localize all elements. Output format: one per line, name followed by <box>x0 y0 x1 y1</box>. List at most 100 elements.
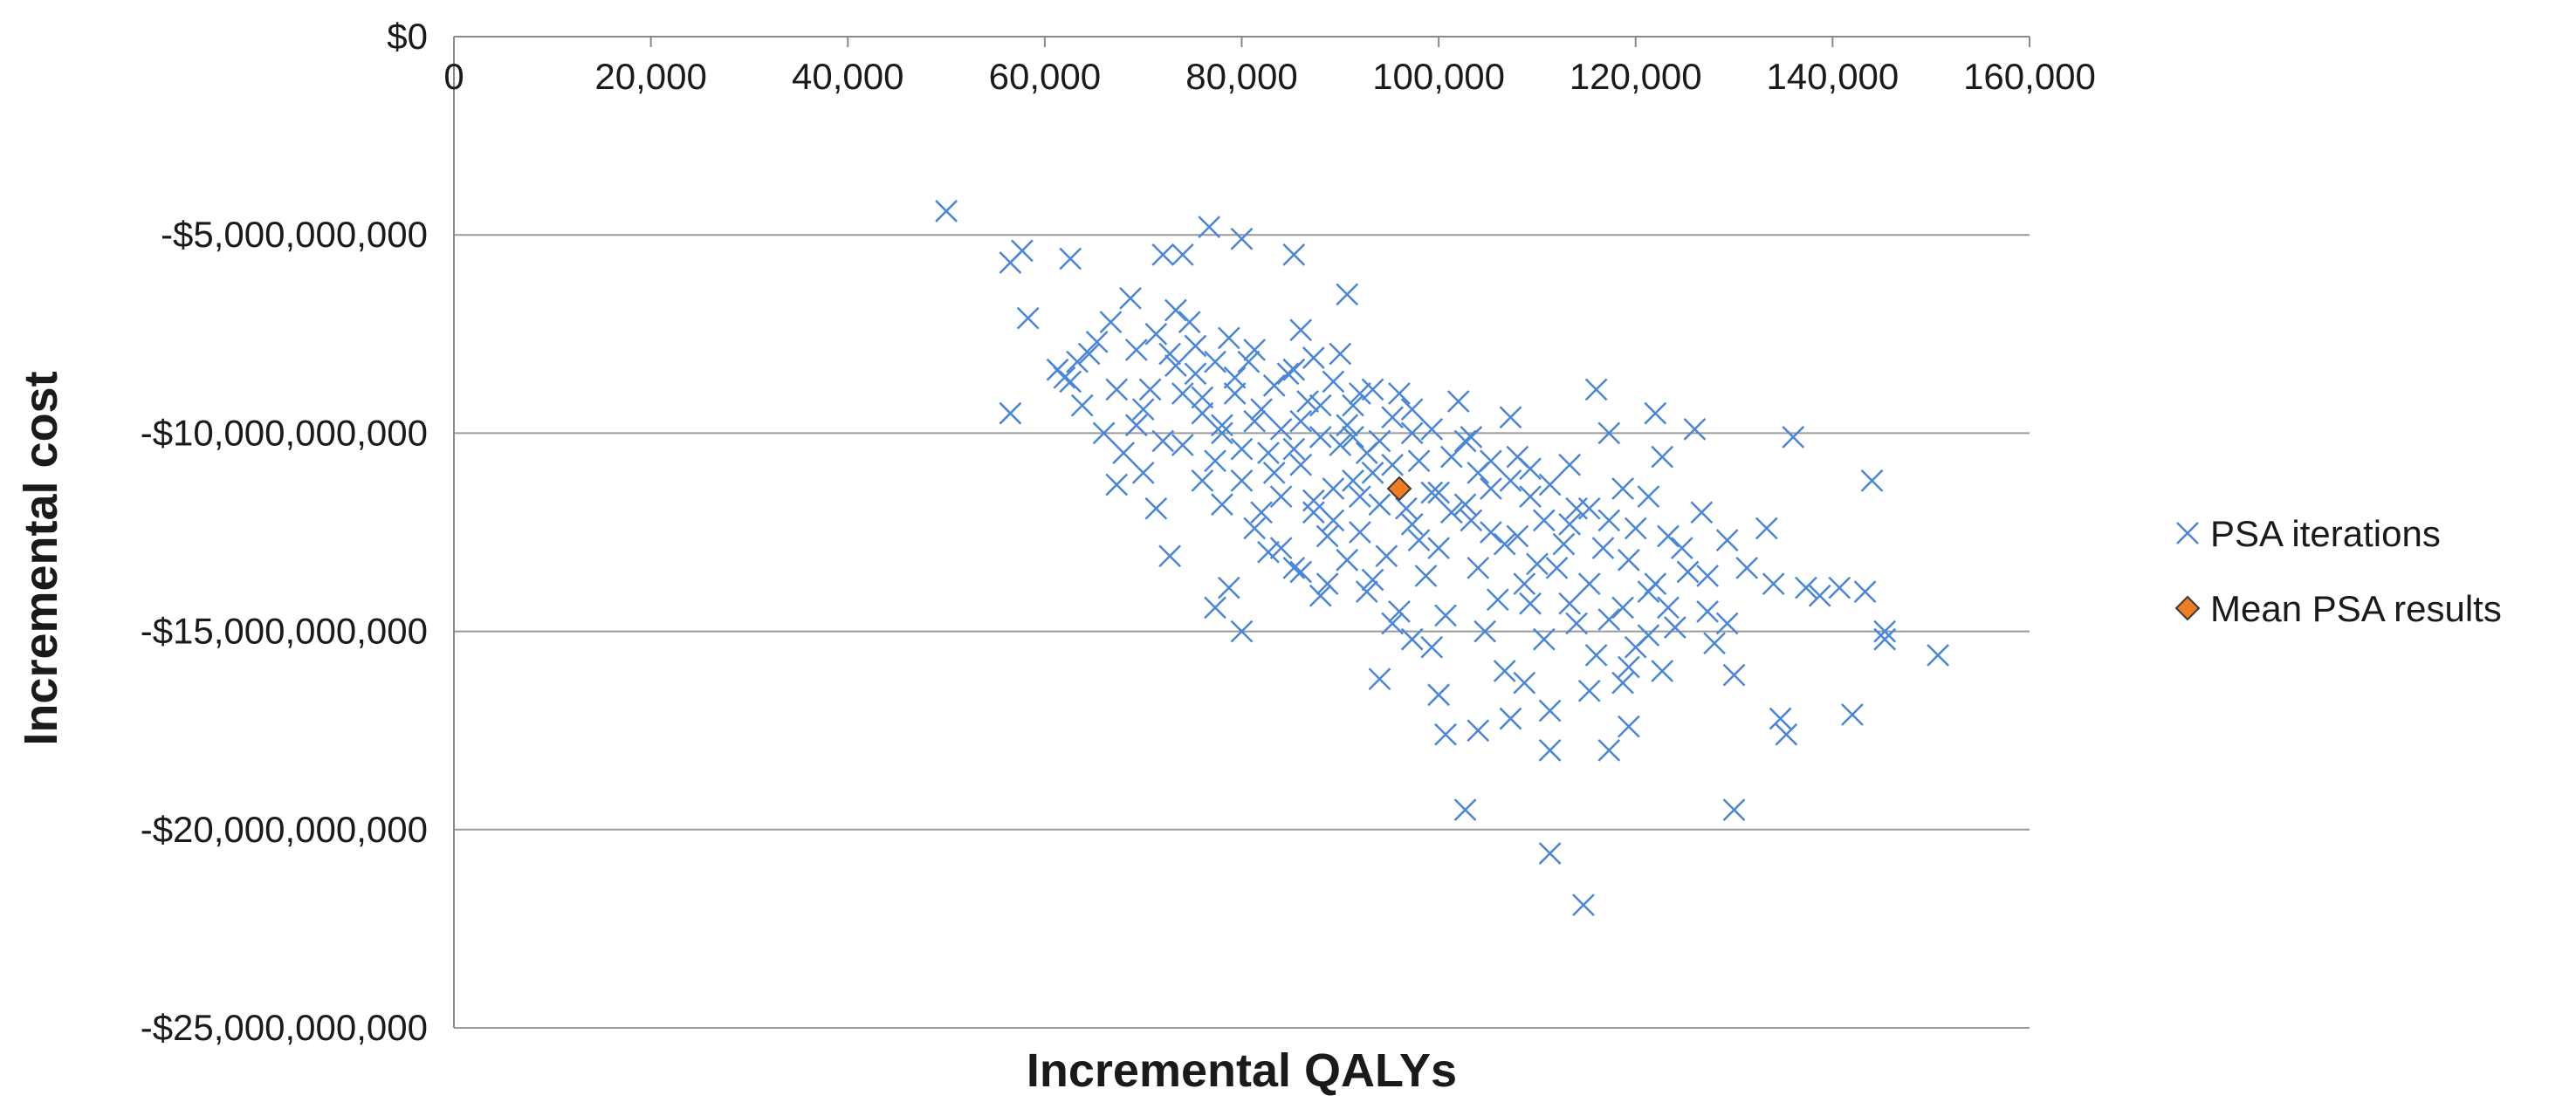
psa-iteration-point <box>1355 580 1378 604</box>
psa-iteration-point <box>1171 382 1194 405</box>
x-tick-label: 0 <box>443 56 464 97</box>
psa-iteration-point <box>1499 707 1522 730</box>
psa-iteration-point <box>1269 537 1293 560</box>
psa-iteration-point <box>1289 318 1313 342</box>
psa-iteration-point <box>1381 406 1404 429</box>
psa-iteration-point <box>1375 544 1398 568</box>
psa-iteration-point <box>1381 612 1404 635</box>
psa-iteration-point <box>1782 426 1805 448</box>
psa-iteration-point <box>1151 429 1175 453</box>
psa-iteration-point <box>1584 643 1608 667</box>
psa-iteration-point <box>1198 216 1221 238</box>
psa-iteration-point <box>1565 496 1588 520</box>
mean-psa-result-point <box>1386 476 1412 502</box>
psa-iteration-point <box>1257 442 1280 465</box>
psa-iteration-point <box>1420 417 1444 441</box>
psa-iteration-point <box>1302 501 1325 524</box>
psa-iteration-point <box>1473 620 1497 643</box>
psa-iteration-point <box>1715 612 1739 635</box>
legend-diamond-icon <box>2174 595 2201 621</box>
psa-iteration-point <box>1400 421 1424 445</box>
psa-iteration-point <box>1388 599 1411 623</box>
psa-iteration-point <box>1577 496 1601 520</box>
psa-iteration-point <box>1657 596 1680 620</box>
psa-iteration-point <box>1309 426 1332 448</box>
psa-iteration-point <box>1453 493 1477 517</box>
psa-iteration-point <box>1131 461 1155 484</box>
psa-iteration-point <box>1480 477 1502 500</box>
psa-iteration-point <box>1164 354 1187 378</box>
psa-iteration-point <box>1460 426 1483 448</box>
psa-iteration-point <box>1077 342 1101 366</box>
psa-iteration-point <box>1703 632 1726 655</box>
psa-iteration-point <box>1053 366 1076 389</box>
psa-iteration-point <box>1637 485 1660 508</box>
psa-iteration-point <box>1927 643 1949 667</box>
psa-iteration-point <box>1506 524 1529 548</box>
psa-iteration-point <box>1427 537 1451 560</box>
legend-x-icon <box>2176 522 2199 544</box>
psa-iteration-point <box>1584 378 1608 401</box>
psa-iteration-point <box>1532 509 1556 532</box>
psa-iteration-point <box>1828 576 1851 599</box>
psa-iteration-point <box>1651 445 1674 469</box>
y-tick-label: -$20,000,000,000 <box>141 809 428 850</box>
psa-iteration-point <box>1388 382 1411 405</box>
psa-iteration-point <box>1158 544 1182 568</box>
psa-iteration-point <box>1407 449 1431 473</box>
psa-iteration-point <box>1257 540 1280 564</box>
psa-iteration-point <box>1178 311 1201 334</box>
psa-iteration-point <box>1336 414 1359 437</box>
psa-iteration-point <box>1336 548 1359 572</box>
psa-iteration-point <box>1775 722 1798 746</box>
psa-iteration-point <box>1558 592 1582 615</box>
psa-iteration-point <box>1617 715 1640 738</box>
psa-iteration-point <box>1204 350 1226 373</box>
y-axis-title: Incremental cost <box>15 371 67 745</box>
psa-iteration-point <box>1526 552 1549 576</box>
psa-iteration-point <box>1262 373 1286 397</box>
psa-iteration-point <box>1171 434 1194 456</box>
psa-iteration-point <box>1329 342 1352 366</box>
psa-iteration-point <box>1237 350 1261 373</box>
psa-iteration-point <box>1420 635 1444 659</box>
psa-iteration-point <box>1624 517 1647 540</box>
psa-iteration-point <box>1191 469 1214 492</box>
legend-marker-mean-psa-results <box>2174 595 2201 621</box>
psa-iteration-point <box>1336 283 1359 306</box>
psa-iteration-point <box>1538 473 1562 496</box>
psa-iteration-point <box>1795 576 1817 599</box>
axes <box>453 36 2030 1028</box>
psa-iteration-point <box>1289 453 1313 476</box>
psa-iteration-point <box>1217 576 1240 599</box>
psa-iteration-point <box>1250 398 1273 421</box>
psa-iteration-point <box>1519 592 1542 615</box>
psa-iteration-point <box>1302 346 1325 369</box>
psa-iteration-point <box>1420 481 1444 504</box>
psa-iteration-point <box>1223 382 1247 405</box>
psa-iteration-point <box>1112 442 1136 465</box>
psa-iteration-point <box>1558 513 1582 536</box>
x-tick-label: 160,000 <box>1963 56 2096 97</box>
psa-iteration-point <box>1011 239 1034 263</box>
psa-iteration-point <box>1434 604 1457 627</box>
psa-iteration-point <box>1105 378 1129 401</box>
psa-iteration-point <box>1092 421 1116 445</box>
psa-iteration-point <box>1204 596 1226 620</box>
psa-iteration-point <box>1302 489 1325 512</box>
psa-iteration-point <box>1211 493 1233 517</box>
psa-iteration-point <box>1184 362 1207 386</box>
psa-iteration-point <box>1637 580 1660 604</box>
psa-iteration-point <box>1289 560 1313 584</box>
x-tick-label: 140,000 <box>1766 56 1899 97</box>
psa-iteration-point <box>1348 485 1371 508</box>
psa-iteration-point <box>1552 532 1576 556</box>
psa-iteration-point <box>1427 481 1451 504</box>
psa-iteration-point <box>1296 390 1319 413</box>
psa-iteration-point <box>1381 453 1404 476</box>
x-tick-label: 120,000 <box>1570 56 1702 97</box>
psa-iteration-point <box>1276 362 1300 386</box>
psa-iteration-point <box>1715 529 1739 551</box>
psa-iteration-point <box>1361 568 1384 592</box>
psa-iteration-point <box>1395 496 1418 520</box>
